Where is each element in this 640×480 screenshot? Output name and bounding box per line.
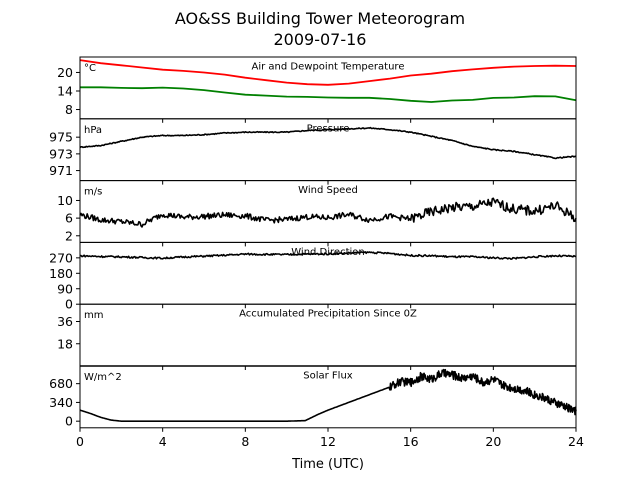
panel-2: 2 6 10 m/s Wind Speed	[57, 180, 577, 247]
series-line-1-0	[79, 126, 577, 160]
x-tick-label: 0	[76, 434, 84, 449]
x-tick-label: 8	[241, 434, 249, 449]
x-tick-label: 4	[159, 434, 167, 449]
unit-label: W/m^2	[84, 372, 122, 383]
y-tick-label: 20	[57, 65, 73, 80]
y-tick-label: 14	[57, 83, 73, 98]
unit-label: °C	[84, 63, 96, 74]
panel-4: 18 36 mm Accumulated Precipitation Since 0Z	[57, 303, 577, 370]
y-tick-label: 36	[57, 314, 73, 329]
y-tick-label: 8	[65, 102, 73, 117]
y-tick-label: 90	[57, 281, 73, 296]
y-tick-label: 975	[49, 130, 73, 145]
unit-label: mm	[84, 310, 103, 321]
panel-annotation: Accumulated Precipitation Since 0Z	[239, 309, 417, 320]
panel-annotation: Air and Dewpoint Temperature	[252, 62, 405, 73]
figure-subtitle: 2009-07-16	[274, 30, 367, 49]
x-tick-label: 12	[320, 434, 336, 449]
unit-label: hPa	[84, 125, 102, 136]
y-tick-label: 270	[49, 250, 73, 265]
panel-annotation: Pressure	[307, 123, 350, 134]
y-tick-label: 180	[49, 266, 73, 281]
series-line-0-0	[79, 59, 577, 86]
y-tick-label: 6	[65, 211, 73, 226]
panel-annotation: Wind Speed	[298, 185, 358, 196]
figure-title: AO&SS Building Tower Meteorogram	[175, 9, 465, 28]
y-tick-label: 680	[49, 376, 73, 391]
y-tick-label: 340	[49, 395, 73, 410]
y-tick-label: 2	[65, 228, 73, 243]
series-line-3-0	[80, 251, 577, 261]
y-tick-label: 0	[65, 414, 73, 429]
x-tick-label: 24	[568, 434, 584, 449]
series-line-5-0	[79, 368, 577, 423]
x-tick-label: 16	[403, 434, 419, 449]
x-axis-label: Time (UTC)	[291, 457, 364, 472]
y-tick-label: 971	[49, 163, 73, 178]
unit-label: m/s	[84, 187, 102, 198]
panel-0: 8 14 20 °C Air and Dewpoint Temperature	[57, 56, 577, 123]
y-tick-label: 10	[57, 193, 73, 208]
x-tick-label: 20	[485, 434, 501, 449]
y-tick-label: 0	[65, 297, 73, 312]
series-line-0-1	[80, 86, 577, 103]
y-tick-label: 973	[49, 146, 73, 161]
panel-annotation: Wind Direction	[291, 247, 365, 258]
series-line-2-0	[79, 197, 577, 228]
panel-5: 0 340 680 W/m^2 Solar Flux	[49, 365, 577, 432]
panel-annotation: Solar Flux	[303, 371, 353, 382]
y-tick-label: 18	[57, 336, 73, 351]
